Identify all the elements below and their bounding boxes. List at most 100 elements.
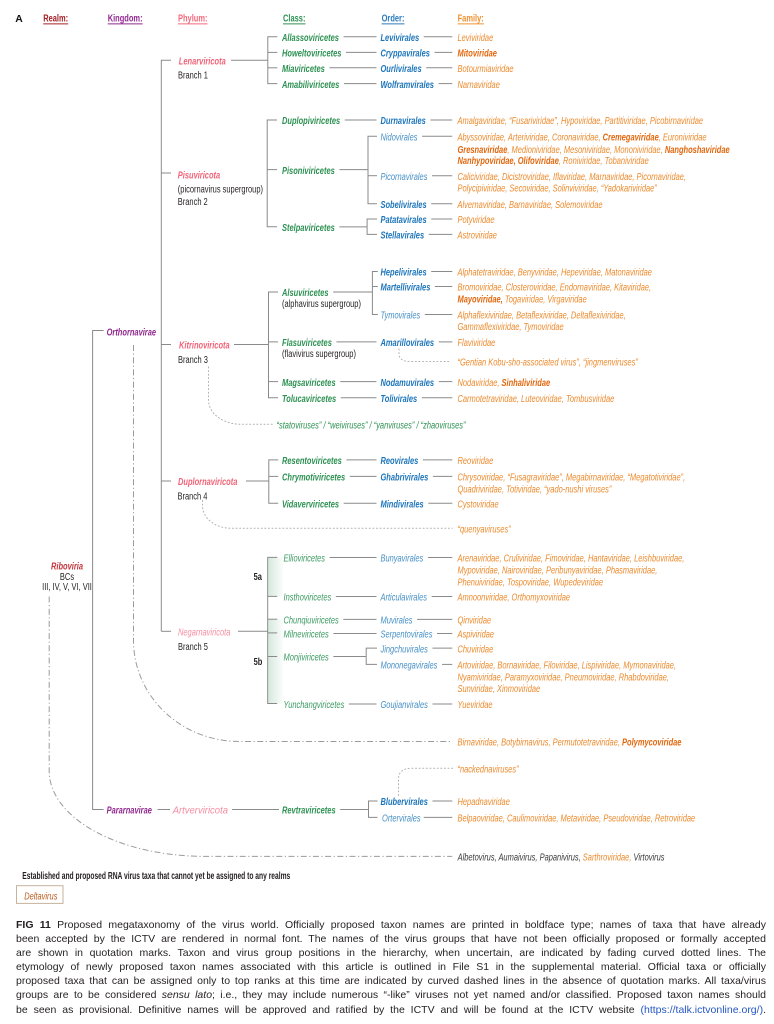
svg-text:Kingdom:: Kingdom:	[108, 12, 143, 23]
svg-text:“statoviruses” / “weiviruses”: “statoviruses” / “weiviruses” / “yanviru…	[277, 419, 467, 430]
svg-text:Blubervirales: Blubervirales	[380, 796, 427, 807]
svg-text:Pisuviricota: Pisuviricota	[178, 170, 220, 181]
svg-text:Phylum:: Phylum:	[178, 12, 208, 23]
svg-text:Family:: Family:	[458, 12, 484, 23]
svg-text:Mayoviridae, Togaviridae, Virg: Mayoviridae, Togaviridae, Virgaviridae	[458, 293, 587, 304]
svg-text:Amalgaviridae, “Fusariviridae”: Amalgaviridae, “Fusariviridae”, Hypoviri…	[457, 115, 703, 126]
svg-text:Tolivirales: Tolivirales	[380, 393, 417, 404]
svg-text:Resentoviricetes: Resentoviricetes	[282, 455, 342, 466]
svg-text:Ghabrivirales: Ghabrivirales	[380, 471, 428, 482]
svg-text:Order:: Order:	[382, 12, 405, 23]
svg-text:Cryppavirales: Cryppavirales	[380, 47, 429, 58]
svg-text:Nodamuvirales: Nodamuvirales	[380, 377, 434, 388]
svg-text:Wolframvirales: Wolframvirales	[380, 79, 433, 90]
svg-text:(picornavirus supergroup): (picornavirus supergroup)	[178, 183, 263, 194]
svg-text:Leviviridae: Leviviridae	[458, 32, 494, 43]
svg-text:Branch 1: Branch 1	[178, 69, 208, 80]
svg-text:Gammaflexiviridae, Tymoviridae: Gammaflexiviridae, Tymoviridae	[458, 321, 564, 332]
svg-text:Astroviridae: Astroviridae	[457, 229, 497, 240]
svg-text:BCs: BCs	[60, 571, 75, 582]
svg-text:Negarnaviricota: Negarnaviricota	[178, 626, 230, 637]
svg-text:Miaviricetes: Miaviricetes	[282, 63, 325, 74]
svg-text:Serpentovirales: Serpentovirales	[380, 629, 432, 640]
svg-text:Articulavirales: Articulavirales	[380, 592, 428, 603]
svg-text:Lenarviricota: Lenarviricota	[179, 55, 226, 66]
svg-text:5a: 5a	[254, 571, 263, 582]
svg-text:Vidaverviricetes: Vidaverviricetes	[282, 498, 339, 509]
svg-text:Qinviridae: Qinviridae	[458, 614, 492, 625]
svg-text:Flaviviridae: Flaviviridae	[458, 337, 496, 348]
svg-text:Duplornaviricota: Duplornaviricota	[178, 476, 237, 487]
svg-text:Insthoviricetes: Insthoviricetes	[284, 592, 332, 603]
svg-text:Levivirales: Levivirales	[380, 32, 419, 43]
svg-text:Branch 2: Branch 2	[178, 196, 208, 207]
svg-text:Goujianvirales: Goujianvirales	[380, 699, 428, 710]
svg-text:Mindivirales: Mindivirales	[380, 498, 423, 509]
svg-text:Yueviridae: Yueviridae	[458, 699, 493, 710]
svg-text:Gresnaviridae, Medioniviridae,: Gresnaviridae, Medioniviridae, Mesonivir…	[458, 144, 730, 155]
svg-text:Branch 4: Branch 4	[178, 491, 208, 502]
svg-text:Ourlivirales: Ourlivirales	[380, 63, 421, 74]
svg-text:5b: 5b	[254, 656, 263, 667]
svg-text:Sobelivirales: Sobelivirales	[380, 199, 426, 210]
svg-text:Class:: Class:	[283, 12, 305, 23]
svg-text:Artoviridae, Bornaviridae, Fil: Artoviridae, Bornaviridae, Filoviridae, …	[457, 659, 676, 670]
svg-text:Aspiviridae: Aspiviridae	[457, 629, 494, 640]
svg-text:Monjiviricetes: Monjiviricetes	[284, 652, 330, 663]
svg-text:Chuviridae: Chuviridae	[458, 643, 494, 654]
svg-text:Deltavirus: Deltavirus	[24, 890, 58, 901]
svg-text:Amnoonviridae, Orthomyxovirida: Amnoonviridae, Orthomyxoviridae	[457, 592, 570, 603]
svg-text:Stelpaviricetes: Stelpaviricetes	[282, 222, 335, 233]
svg-text:Durnavirales: Durnavirales	[380, 115, 425, 126]
svg-text:Picornavirales: Picornavirales	[380, 171, 427, 182]
svg-text:Nodaviridae, Sinhaliviridae: Nodaviridae, Sinhaliviridae	[458, 377, 551, 388]
svg-text:Amabiliviricetes: Amabiliviricetes	[281, 79, 339, 90]
svg-text:Artverviricota: Artverviricota	[172, 805, 228, 816]
svg-text:Belpaoviridae, Caulimoviridae,: Belpaoviridae, Caulimoviridae, Metavirid…	[458, 812, 696, 823]
svg-text:Tolucaviricetes: Tolucaviricetes	[282, 393, 336, 404]
svg-text:Nanhypoviridae, Olifoviridae,: Nanhypoviridae, Olifoviridae, Ronivirida…	[458, 155, 649, 166]
svg-text:(alphavirus supergroup): (alphavirus supergroup)	[282, 298, 361, 309]
svg-text:Alsuviricetes: Alsuviricetes	[281, 287, 328, 298]
svg-text:Hepadnaviridae: Hepadnaviridae	[458, 796, 510, 807]
svg-text:Revtraviricetes: Revtraviricetes	[282, 805, 336, 816]
svg-text:(flavivirus supergroup): (flavivirus supergroup)	[282, 348, 356, 359]
svg-text:Albetovirus, Aumaivirus, Papan: Albetovirus, Aumaivirus, Papanivirus, Sa…	[457, 851, 665, 862]
svg-text:Branch 5: Branch 5	[178, 641, 208, 652]
svg-text:Flasuviricetes: Flasuviricetes	[282, 337, 332, 348]
svg-text:Nyamiviridae, Paramyxoviridae,: Nyamiviridae, Paramyxoviridae, Pneumovir…	[458, 671, 670, 682]
svg-text:Caliciviridae, Dicistroviridae: Caliciviridae, Dicistroviridae, Iflaviri…	[458, 171, 687, 182]
svg-text:Alvernaviridae, Barnaviridae,: Alvernaviridae, Barnaviridae, Solemoviri…	[457, 199, 603, 210]
svg-text:Branch 3: Branch 3	[178, 354, 208, 365]
svg-text:Quadriviridae, Totiviridae, “y: Quadriviridae, Totiviridae, “yado-nushi …	[458, 483, 613, 494]
svg-text:Ortervirales: Ortervirales	[382, 812, 421, 823]
svg-text:Polycipiviridae, Secoviridae,: Polycipiviridae, Secoviridae, Solinvivir…	[458, 183, 658, 194]
svg-text:Mononegavirales: Mononegavirales	[380, 659, 437, 670]
svg-text:Established and proposed RNA v: Established and proposed RNA virus taxa …	[22, 870, 290, 881]
svg-text:Pararnavirae: Pararnavirae	[107, 805, 152, 816]
svg-text:Hepelivirales: Hepelivirales	[380, 267, 426, 278]
svg-text:Magsaviricetes: Magsaviricetes	[282, 377, 336, 388]
svg-text:Birnaviridae, Botybirnavirus,: Birnaviridae, Botybirnavirus, Permutotet…	[458, 737, 682, 748]
svg-text:Yunchangviricetes: Yunchangviricetes	[284, 699, 345, 710]
svg-text:Jingchuvirales: Jingchuvirales	[380, 643, 429, 654]
svg-text:Chrysoviridae, “Fusagraviridae: Chrysoviridae, “Fusagraviridae”, Megabir…	[458, 471, 686, 482]
svg-text:Alphaflexiviridae, Betaflexivi: Alphaflexiviridae, Betaflexiviridae, Del…	[457, 310, 626, 321]
svg-text:Riboviria: Riboviria	[51, 560, 83, 571]
svg-text:Chunqiuviricetes: Chunqiuviricetes	[284, 614, 340, 625]
svg-text:Milneviricetes: Milneviricetes	[284, 629, 330, 640]
svg-text:Duplopiviricetes: Duplopiviricetes	[282, 115, 340, 126]
svg-text:A: A	[15, 14, 23, 25]
svg-text:Ellioviricetes: Ellioviricetes	[284, 553, 326, 564]
svg-text:Nidovirales: Nidovirales	[380, 131, 417, 142]
svg-text:Kitrinoviricota: Kitrinoviricota	[179, 340, 230, 351]
svg-text:Alphatetraviridae, Benyviridae: Alphatetraviridae, Benyviridae, Hepeviri…	[457, 267, 652, 278]
svg-text:Patatavirales: Patatavirales	[380, 214, 426, 225]
svg-text:Reovirales: Reovirales	[380, 455, 418, 466]
svg-text:Cystoviridae: Cystoviridae	[458, 498, 499, 509]
svg-text:Pisoniviricetes: Pisoniviricetes	[282, 165, 335, 176]
svg-text:Mypoviridae, Nairoviridae, Per: Mypoviridae, Nairoviridae, Peribunyaviri…	[458, 564, 658, 575]
svg-text:Realm:: Realm:	[43, 12, 68, 23]
svg-text:Chrymotiviricetes: Chrymotiviricetes	[282, 471, 345, 482]
svg-text:Carmotetraviridae, Luteovirida: Carmotetraviridae, Luteoviridae, Tombusv…	[458, 393, 615, 404]
